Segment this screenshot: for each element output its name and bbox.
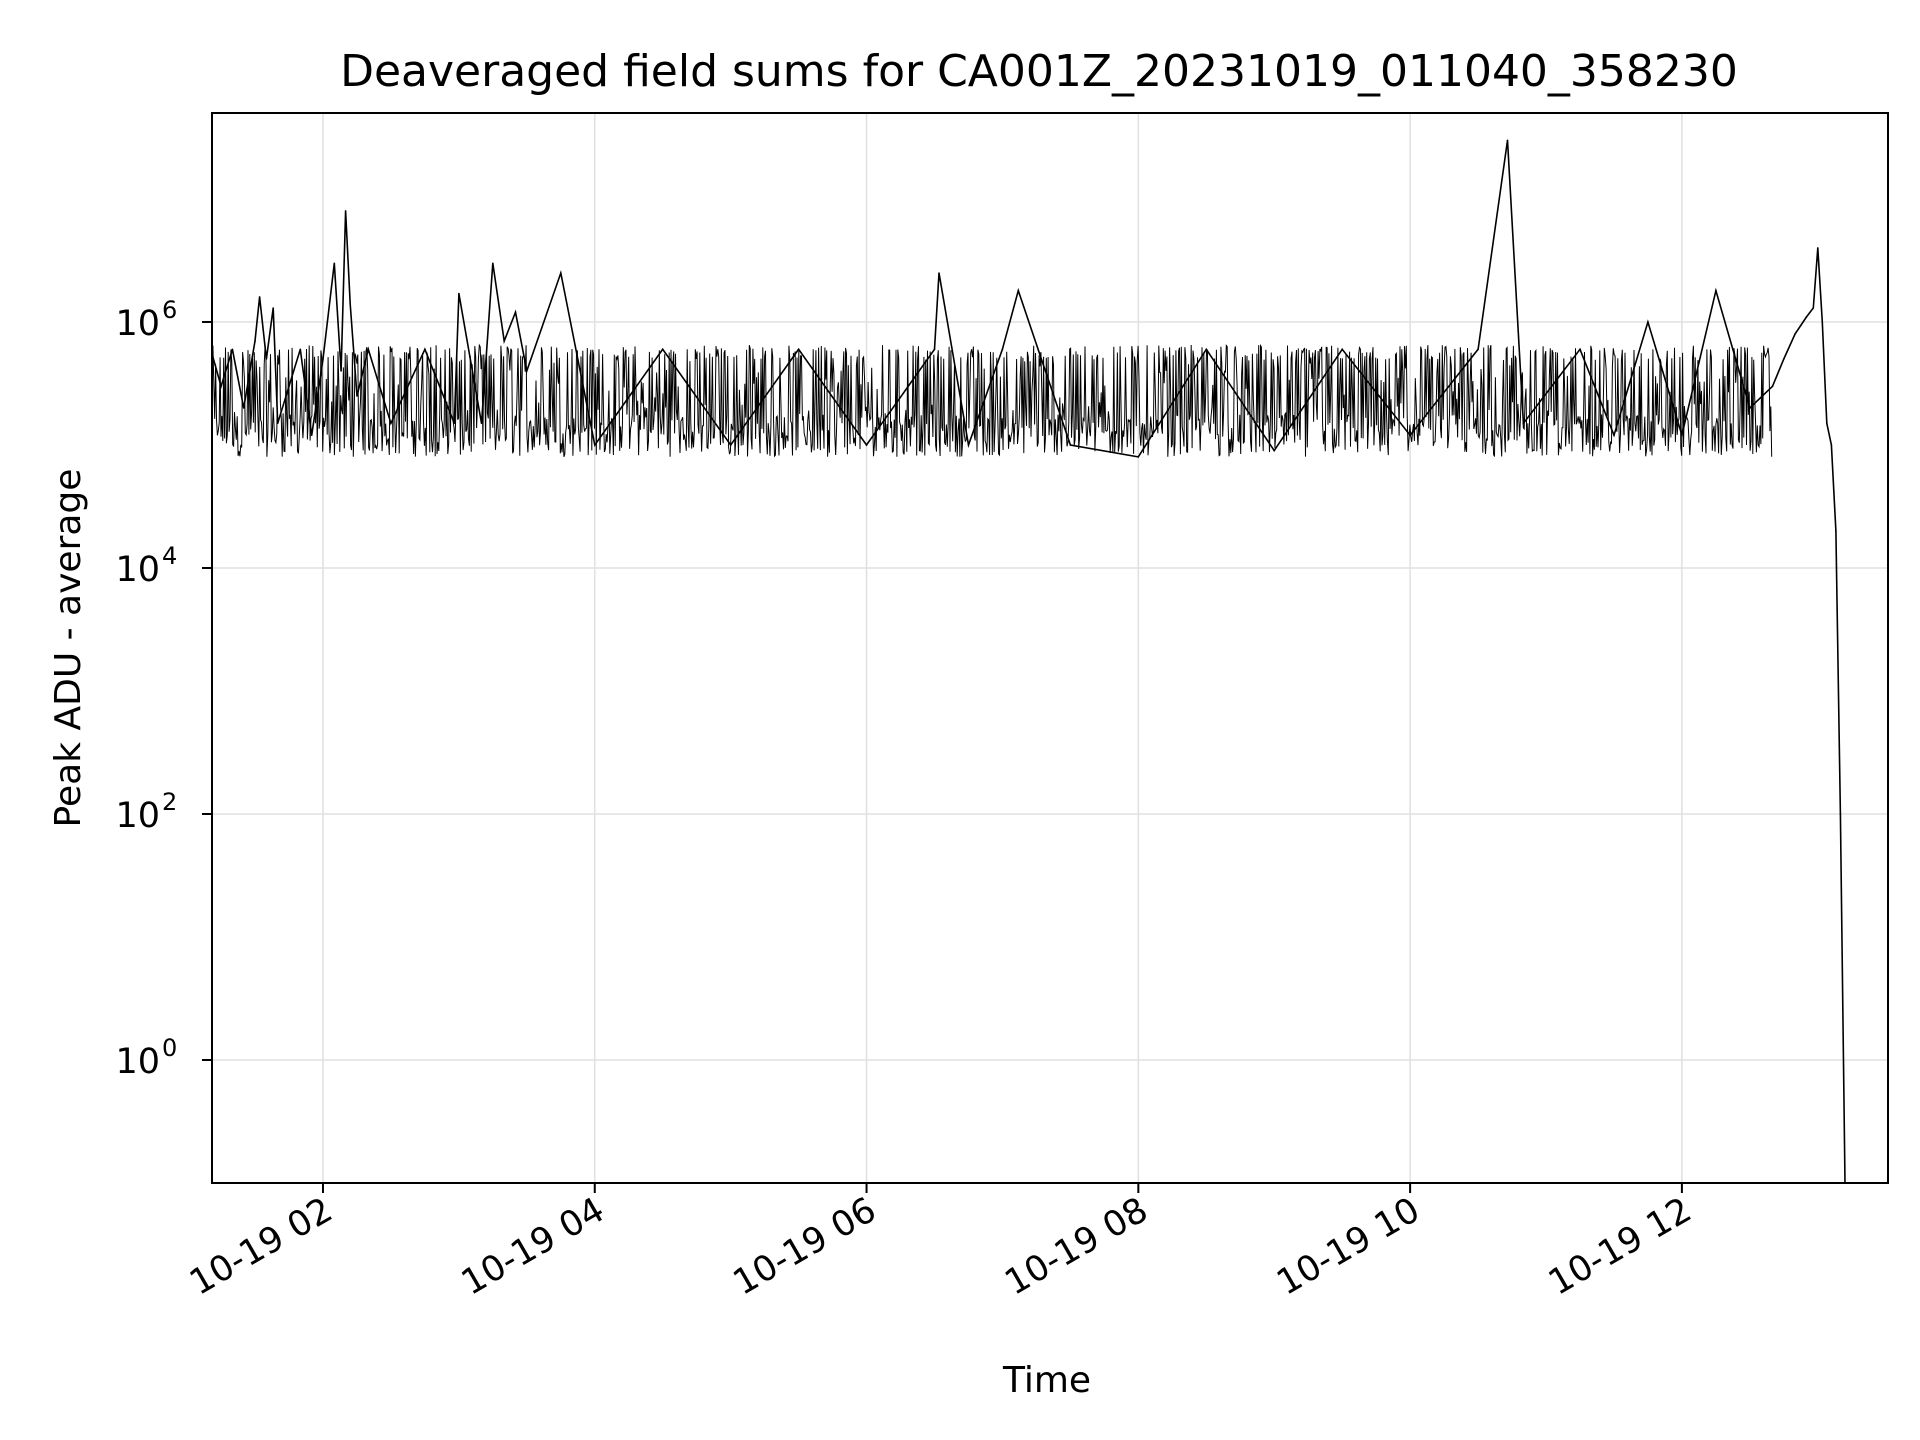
- data-point: [340, 370, 342, 372]
- data-point: [1522, 422, 1525, 425]
- data-point: [865, 444, 868, 446]
- chart-title: Deaveraged field sums for CA001Z_2023101…: [340, 46, 1738, 97]
- y-tick-exponent: 0: [162, 1034, 177, 1062]
- data-point: [1783, 358, 1785, 360]
- data-point: [1681, 434, 1683, 437]
- noise-band-line: [211, 343, 1773, 458]
- data-point: [492, 262, 494, 265]
- data-point: [390, 422, 392, 425]
- data-point: [242, 407, 245, 409]
- data-point: [594, 444, 596, 446]
- data-point: [1613, 434, 1615, 437]
- series-area: [211, 139, 1846, 1184]
- data-point: [1001, 348, 1004, 351]
- data-point: [272, 307, 275, 309]
- data-point: [1817, 247, 1819, 249]
- x-tick-label: 10-19 02: [183, 1190, 339, 1303]
- data-point: [299, 348, 302, 351]
- data-point: [661, 348, 664, 351]
- data-point: [367, 348, 370, 351]
- x-tick-label: 10-19 08: [999, 1190, 1155, 1303]
- data-point: [333, 262, 336, 265]
- data-point: [424, 348, 426, 351]
- data-point: [258, 296, 261, 298]
- data-point: [1771, 385, 1774, 388]
- data-point: [1477, 348, 1479, 351]
- data-point: [1137, 456, 1140, 458]
- data-point: [514, 311, 517, 314]
- data-point: [265, 358, 268, 360]
- data-point: [1835, 530, 1837, 532]
- data-point: [1805, 316, 1808, 318]
- data-point: [1341, 348, 1343, 351]
- y-axis-label: Peak ADU - average: [48, 469, 89, 828]
- data-point: [254, 340, 256, 342]
- y-tick-label: 10: [115, 550, 160, 590]
- data-point: [1812, 307, 1815, 309]
- data-point: [349, 303, 352, 305]
- plot-frame: [211, 112, 1889, 1184]
- y-tick-label: 10: [115, 1042, 160, 1082]
- data-point: [1506, 139, 1509, 142]
- data-point: [276, 422, 279, 425]
- data-point: [938, 272, 940, 274]
- data-point: [1826, 422, 1828, 425]
- data-point: [1409, 434, 1411, 437]
- data-point: [288, 385, 290, 388]
- data-point: [526, 370, 528, 372]
- data-point: [458, 292, 460, 295]
- data-point: [1069, 444, 1072, 446]
- y-tick-label: 10: [115, 304, 160, 344]
- data-point: [1715, 289, 1717, 292]
- data-point: [1273, 449, 1275, 452]
- data-point: [1839, 813, 1842, 815]
- data-point: [344, 210, 347, 212]
- data-point: [220, 385, 222, 388]
- data-point: [1647, 321, 1649, 323]
- data-point: [503, 340, 506, 342]
- data-point: [480, 422, 483, 425]
- y-tick-exponent: 4: [162, 542, 177, 570]
- x-tick-label: 10-19 04: [455, 1190, 611, 1303]
- data-point: [1017, 289, 1020, 292]
- x-axis: 10-19 02 10-19 04 10-19 06 10-19 08 10-19 10…: [183, 1183, 1698, 1303]
- x-tick-label: 10-19 12: [1542, 1190, 1698, 1303]
- data-point: [231, 348, 234, 351]
- data-point: [1821, 321, 1824, 323]
- data-point: [729, 444, 732, 446]
- data-point: [560, 272, 562, 274]
- data-point: [356, 395, 358, 397]
- x-tick-label: 10-19 06: [727, 1190, 883, 1303]
- y-tick-exponent: 2: [162, 788, 177, 816]
- data-point: [1749, 407, 1751, 409]
- data-point: [1579, 348, 1581, 351]
- data-point: [1830, 444, 1833, 446]
- data-point: [1205, 348, 1208, 351]
- grid-lines: [212, 113, 1888, 1183]
- data-point: [797, 348, 800, 351]
- data-point: [967, 444, 970, 446]
- data-point: [453, 422, 456, 425]
- data-point: [310, 434, 313, 437]
- y-tick-exponent: 6: [162, 296, 177, 324]
- series-line: [211, 140, 1846, 1184]
- x-axis-label: Time: [1002, 1360, 1091, 1401]
- data-point: [322, 358, 324, 360]
- y-tick-label: 10: [115, 796, 160, 836]
- data-point: [1794, 333, 1796, 335]
- data-point: [933, 348, 936, 351]
- noise-band: [211, 343, 1773, 458]
- x-tick-label: 10-19 10: [1270, 1190, 1426, 1303]
